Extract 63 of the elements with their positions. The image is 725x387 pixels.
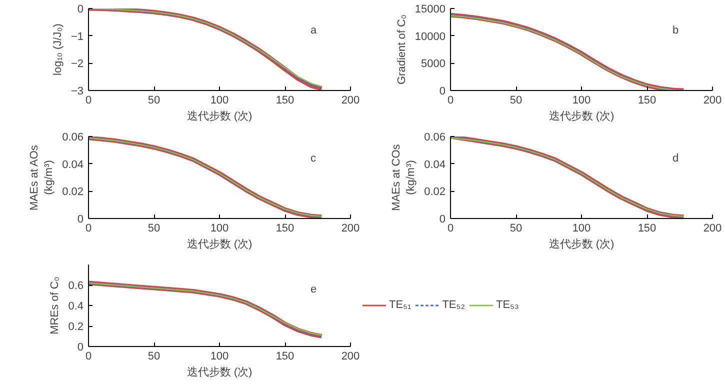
x-tick-label: 50	[148, 350, 160, 362]
y-tick-label: 0.2	[68, 321, 84, 333]
x-tick-label: 50	[148, 222, 160, 234]
x-axis-title: 迭代步数 (次)	[186, 366, 252, 378]
x-tick-label: 200	[341, 350, 360, 362]
annotation: d	[672, 152, 679, 164]
legend-label: TE₅₁	[389, 299, 412, 311]
x-axis-title: 迭代步数 (次)	[548, 110, 614, 122]
x-axis-title: 迭代步数 (次)	[548, 238, 614, 250]
y-tick-label: 0.6	[68, 280, 84, 292]
x-tick-label: 200	[341, 222, 360, 234]
x-tick-label: 50	[510, 222, 522, 234]
y-tick-label: 5000	[421, 58, 446, 70]
x-tick-label: 50	[148, 94, 160, 106]
y-tick-label: −1	[70, 30, 84, 43]
x-tick-label: 0	[447, 94, 454, 106]
annotation: b	[672, 24, 679, 36]
x-tick-label: 0	[85, 350, 92, 362]
y-tick-label: 0	[77, 214, 84, 226]
x-tick-label: 200	[341, 94, 360, 106]
annotation: a	[310, 24, 318, 36]
x-tick-label: 150	[638, 94, 656, 106]
y-axis-title: MREs of C₀	[49, 276, 62, 334]
annotation: c	[310, 152, 316, 164]
y-tick-label: 0.06	[62, 132, 84, 144]
y-tick-label: 0	[439, 214, 446, 226]
y-axis-title: log₁₀ (J/J₀)	[52, 24, 64, 76]
x-tick-label: 150	[638, 222, 656, 234]
y-tick-label: 0	[77, 342, 84, 354]
annotation: e	[310, 284, 317, 296]
y-tick-label: 0.04	[424, 158, 446, 171]
x-axis-title: 迭代步数 (次)	[186, 238, 252, 250]
x-tick-label: 100	[572, 222, 591, 234]
x-tick-label: 150	[276, 350, 294, 362]
x-tick-label: 200	[703, 222, 722, 234]
y-tick-label: 0.04	[62, 158, 84, 171]
y-axis-title: MAEs at COs (kg/m³)	[390, 144, 418, 211]
x-tick-label: 0	[85, 94, 92, 106]
x-tick-label: 150	[276, 94, 294, 106]
y-tick-label: 0	[439, 86, 446, 98]
x-tick-label: 100	[210, 94, 229, 106]
y-tick-label: 0.4	[68, 300, 84, 312]
y-axis-title: MAEs at AOs (kg/m³)	[28, 144, 56, 211]
x-tick-label: 0	[447, 222, 454, 234]
legend-label: TE₅₂	[442, 299, 465, 311]
x-tick-label: 200	[703, 94, 722, 106]
legend-label: TE₅₃	[496, 299, 519, 311]
x-tick-label: 0	[85, 222, 92, 234]
y-tick-label: 0.02	[62, 186, 84, 198]
y-tick-label: −3	[70, 86, 84, 98]
x-tick-label: 50	[510, 94, 522, 106]
x-tick-label: 100	[210, 350, 229, 362]
y-tick-label: 10000	[414, 30, 446, 43]
y-tick-label: 0.06	[424, 132, 446, 144]
y-tick-label: −2	[70, 58, 84, 70]
x-axis-title: 迭代步数 (次)	[186, 110, 252, 122]
y-tick-label: 0	[77, 4, 84, 16]
x-tick-label: 150	[276, 222, 294, 234]
x-tick-label: 100	[210, 222, 229, 234]
y-tick-label: 15000	[414, 4, 446, 16]
x-tick-label: 100	[572, 94, 591, 106]
y-axis-title: Gradient of C₀	[396, 14, 408, 84]
y-tick-label: 0.02	[424, 186, 446, 198]
